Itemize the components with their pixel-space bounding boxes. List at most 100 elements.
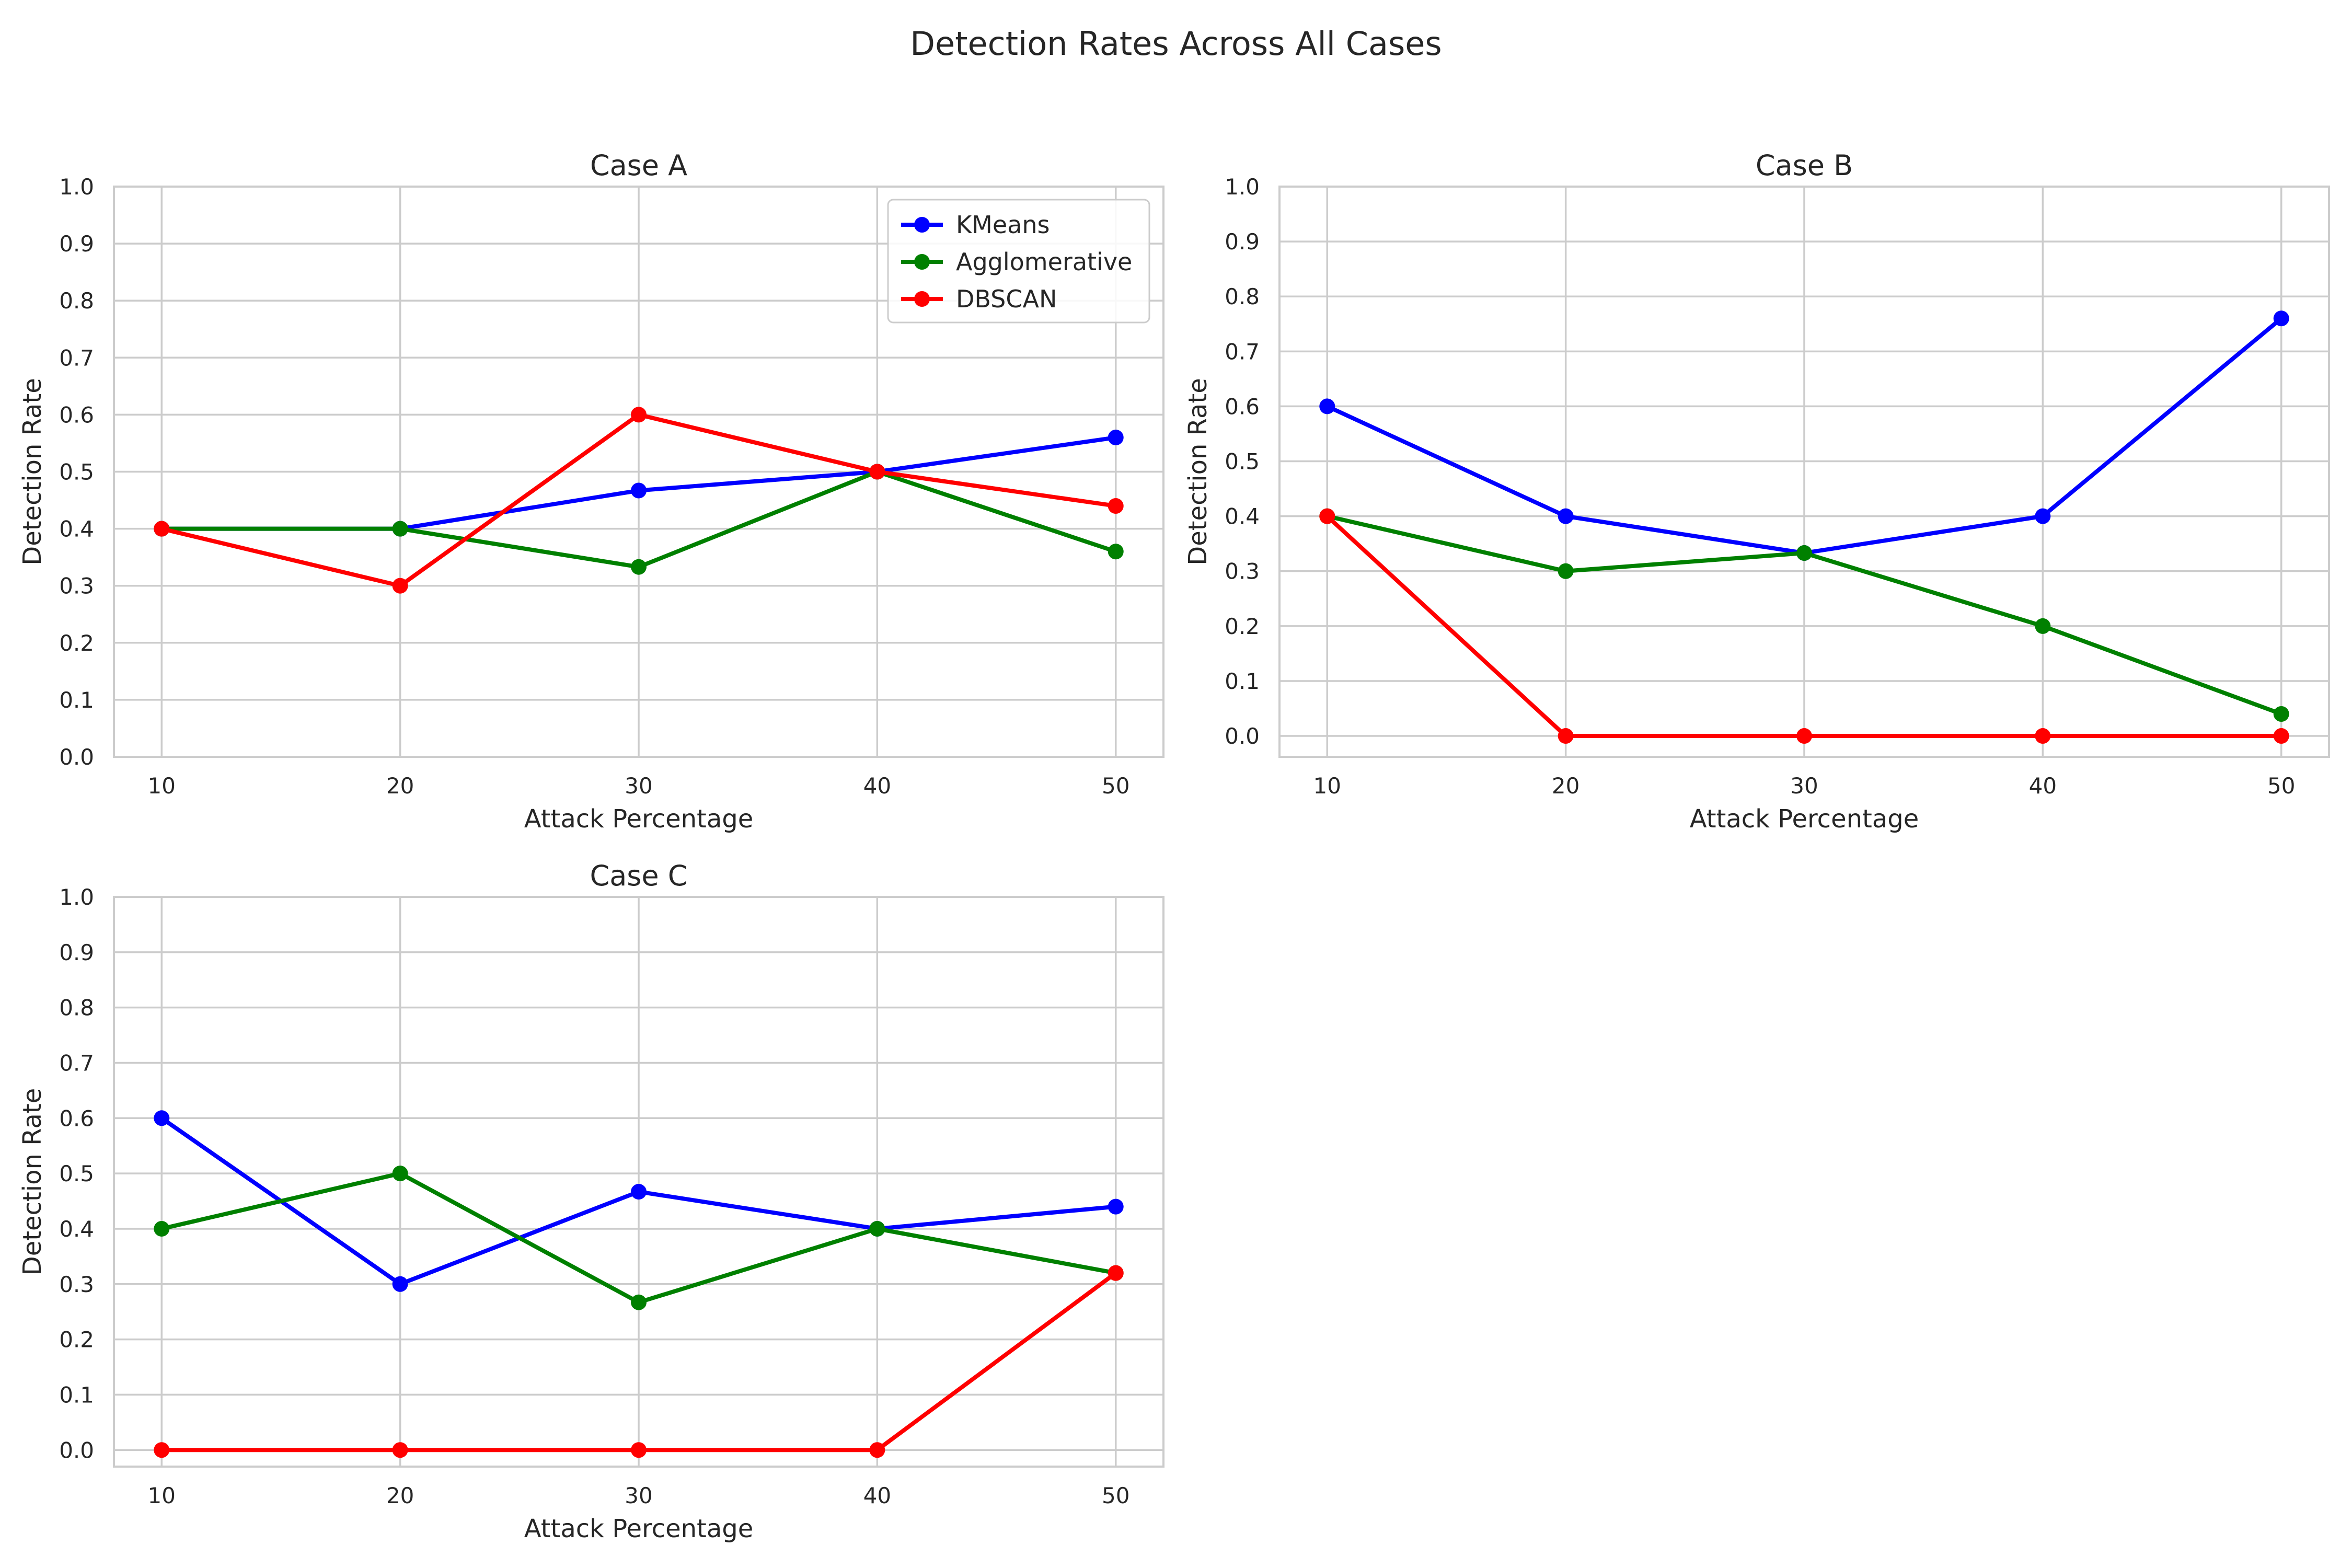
x-tick-label: 40 [863, 773, 891, 799]
plot-frame [1278, 186, 2330, 758]
data-point-dbscan [631, 1442, 647, 1458]
y-tick-label: 0.3 [59, 573, 94, 599]
x-tick-label: 40 [2029, 773, 2057, 799]
y-tick-label: 0.9 [59, 940, 94, 965]
y-tick-label: 0.1 [59, 687, 94, 713]
subplot-title: Case A [590, 149, 687, 182]
x-tick-label: 50 [1102, 773, 1129, 799]
legend-box [887, 199, 1150, 324]
legend: KMeans Agglomerative DBSCAN [887, 199, 1150, 324]
y-axis-label: Detection Rate [18, 378, 47, 566]
data-point-dbscan [1558, 728, 1574, 744]
data-point-agglomerative [631, 559, 647, 575]
y-tick-label: 0.7 [1225, 339, 1260, 364]
data-point-dbscan [392, 578, 408, 594]
legend-marker-kmeans [914, 217, 930, 233]
y-tick-label: 0.9 [1225, 229, 1260, 255]
legend-marker-agglomerative [914, 254, 930, 270]
x-tick-label: 20 [1552, 773, 1579, 799]
data-point-agglomerative [392, 521, 408, 537]
y-tick-label: 0.8 [1225, 284, 1260, 309]
y-tick-label: 0.1 [59, 1382, 94, 1408]
y-tick-label: 0.9 [59, 231, 94, 257]
x-tick-label: 10 [148, 1483, 176, 1508]
data-point-kmeans [2273, 310, 2289, 327]
x-axis-label: Attack Percentage [524, 804, 754, 834]
plot-frame [113, 896, 1165, 1468]
data-point-agglomerative [154, 1220, 170, 1237]
y-tick-label: 0.5 [59, 1161, 94, 1186]
data-point-kmeans [1108, 430, 1124, 446]
y-tick-label: 0.3 [59, 1272, 94, 1297]
data-point-dbscan [1108, 1265, 1124, 1281]
y-tick-label: 0.7 [59, 345, 94, 371]
data-point-kmeans [1558, 508, 1574, 524]
y-tick-label: 1.0 [1225, 174, 1260, 200]
figure-title: Detection Rates Across All Cases [910, 25, 1442, 63]
x-tick-label: 20 [386, 1483, 414, 1508]
data-point-kmeans [154, 1110, 170, 1126]
y-tick-label: 0.2 [59, 630, 94, 656]
data-point-agglomerative [631, 1294, 647, 1310]
data-point-agglomerative [1108, 544, 1124, 560]
legend-label-agglomerative: Agglomerative [956, 248, 1132, 276]
data-point-dbscan [154, 1442, 170, 1458]
data-point-dbscan [869, 1442, 885, 1458]
data-point-agglomerative [392, 1166, 408, 1182]
y-tick-label: 1.0 [59, 174, 94, 200]
y-axis-label: Detection Rate [18, 1088, 47, 1276]
x-tick-label: 10 [1313, 773, 1341, 799]
y-tick-label: 0.6 [59, 402, 94, 428]
panel-case-b: 10 20 30 40 50 0.0 0.1 0.2 0.3 0.4 0.5 0.6 0.7 0.8 0.9… [1183, 149, 2330, 834]
data-point-kmeans [631, 482, 647, 499]
y-tick-label: 0.0 [59, 744, 94, 770]
y-tick-label: 0.4 [1225, 504, 1260, 529]
legend-label-kmeans: KMeans [956, 211, 1050, 239]
y-tick-label: 0.2 [1225, 614, 1260, 639]
y-tick-label: 0.8 [59, 288, 94, 314]
data-point-kmeans [1319, 398, 1335, 414]
data-point-agglomerative [2273, 706, 2289, 722]
subplot-title: Case C [590, 859, 687, 892]
y-tick-label: 0.3 [1225, 559, 1260, 584]
x-axis-label: Attack Percentage [1690, 804, 1919, 834]
data-point-dbscan [631, 407, 647, 423]
data-point-agglomerative [869, 1220, 885, 1237]
x-tick-label: 50 [1102, 1483, 1129, 1508]
legend-marker-dbscan [914, 291, 930, 307]
x-tick-label: 10 [148, 773, 176, 799]
data-point-dbscan [1108, 498, 1124, 514]
data-point-kmeans [631, 1184, 647, 1200]
data-point-dbscan [1319, 508, 1335, 524]
legend-label-dbscan: DBSCAN [956, 285, 1057, 313]
y-tick-label: 0.0 [1225, 723, 1260, 749]
x-tick-label: 30 [625, 1483, 652, 1508]
panel-case-c: 10 20 30 40 50 0.0 0.1 0.2 0.3 0.4 0.5 0.6 0.7 0.8 0.9… [18, 859, 1165, 1543]
y-tick-label: 0.4 [59, 516, 94, 542]
x-axis-label: Attack Percentage [524, 1514, 754, 1543]
y-tick-label: 0.0 [59, 1437, 94, 1463]
y-tick-label: 0.4 [59, 1216, 94, 1242]
y-tick-label: 0.2 [59, 1327, 94, 1353]
y-axis-label: Detection Rate [1183, 378, 1213, 566]
y-tick-label: 0.5 [1225, 449, 1260, 475]
y-tick-label: 0.6 [59, 1105, 94, 1131]
panel-case-a: 10 20 30 40 50 0.0 0.1 0.2 0.3 0.4 0.5 0.6 0.7 0.8 0.9… [18, 149, 1165, 834]
data-point-agglomerative [1558, 563, 1574, 579]
x-tick-label: 30 [625, 773, 652, 799]
y-tick-label: 0.8 [59, 995, 94, 1021]
y-tick-label: 1.0 [59, 884, 94, 910]
data-point-agglomerative [2035, 618, 2051, 634]
data-point-dbscan [154, 521, 170, 537]
x-tick-label: 40 [863, 1483, 891, 1508]
y-tick-label: 0.6 [1225, 394, 1260, 419]
data-point-kmeans [2035, 508, 2051, 524]
y-tick-label: 0.5 [59, 459, 94, 485]
data-point-agglomerative [1796, 545, 1812, 561]
data-point-dbscan [392, 1442, 408, 1458]
subplot-title: Case B [1756, 149, 1853, 182]
data-point-dbscan [1796, 728, 1812, 744]
y-tick-label: 0.1 [1225, 668, 1260, 694]
data-point-dbscan [2273, 728, 2289, 744]
